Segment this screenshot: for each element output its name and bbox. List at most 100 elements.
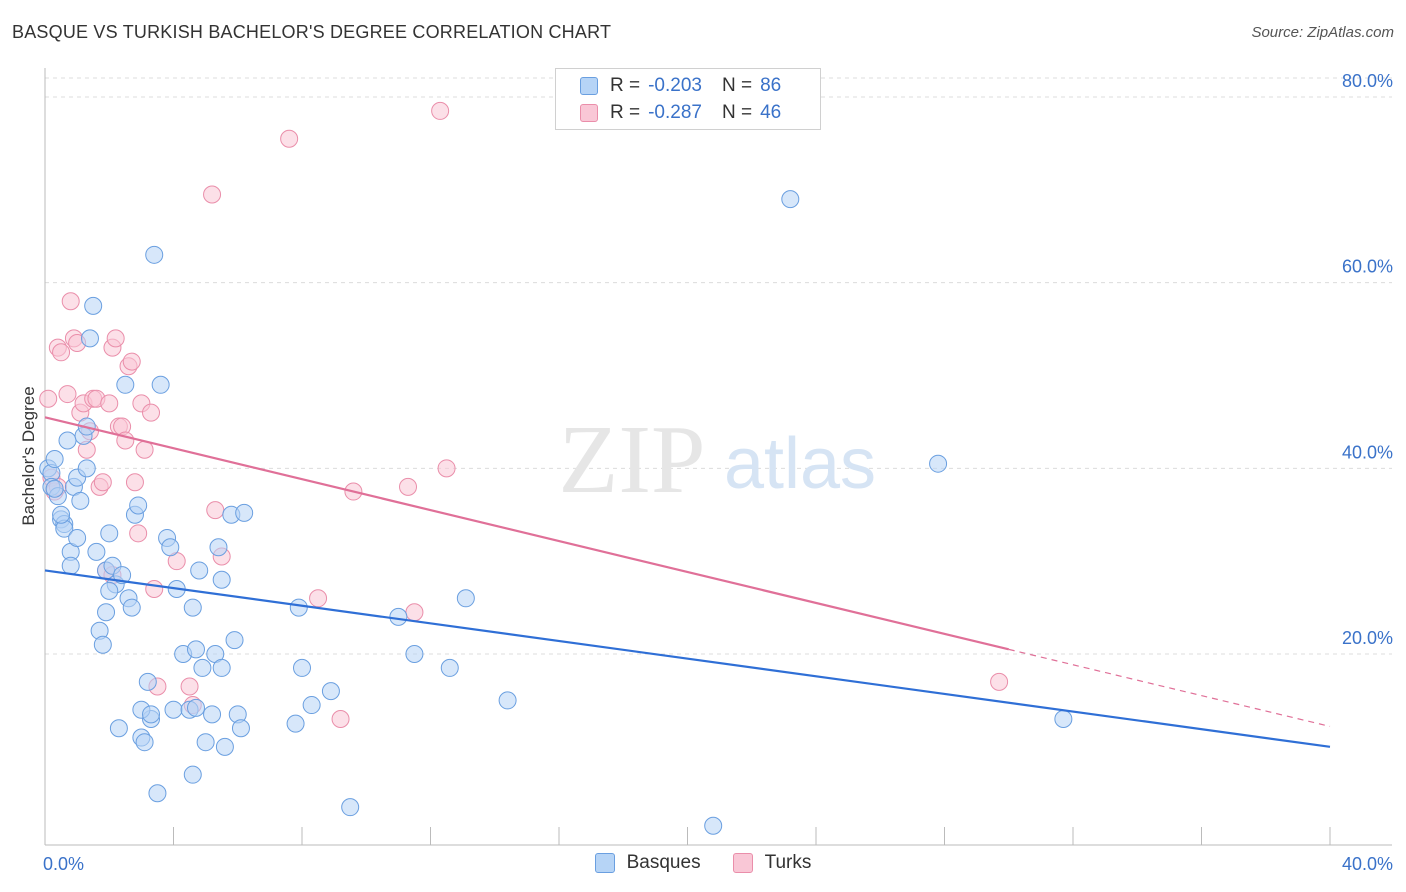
turks-point <box>399 477 418 496</box>
turks-point <box>39 389 58 408</box>
axis-layer: 20.0% 40.0% 60.0% 80.0% 0.0% 40.0% <box>43 68 1393 874</box>
turks-r-label: R = <box>610 102 641 123</box>
bottom-legend: Basques Turks <box>0 852 1406 874</box>
basques-point <box>190 561 209 580</box>
basques-point <box>293 658 311 677</box>
basques-point <box>100 581 119 600</box>
basques-point <box>68 528 87 547</box>
turks-point <box>61 292 80 311</box>
y-tick-label: 40.0% <box>1342 442 1393 462</box>
basques-point <box>135 733 154 752</box>
basques-legend-swatch <box>594 853 615 873</box>
turks-point <box>431 101 450 120</box>
turks-point <box>106 329 125 348</box>
basques-trendline <box>44 569 1331 748</box>
basques-point <box>186 640 205 659</box>
basques-point <box>440 658 459 677</box>
basques-point <box>203 705 222 724</box>
basques-point <box>45 479 64 498</box>
basques-point <box>341 798 360 817</box>
basques-point <box>122 598 141 617</box>
basques-point <box>109 719 128 738</box>
basques-point <box>321 682 340 701</box>
basques-r-value: -0.203 <box>648 75 702 96</box>
x-tick-label: 40.0% <box>1342 854 1393 874</box>
turks-point <box>331 709 350 728</box>
basques-point <box>183 598 202 617</box>
basques-point <box>161 538 180 557</box>
turks-point <box>206 501 225 520</box>
turks-point <box>180 677 199 696</box>
basques-point <box>61 556 80 575</box>
turks-legend-swatch <box>732 853 753 873</box>
basques-point <box>71 491 90 510</box>
turks-swatch <box>580 104 598 122</box>
turks-point <box>437 459 456 478</box>
turks-point <box>129 524 148 543</box>
basques-legend-label: Basques <box>626 852 701 873</box>
turks-points <box>39 101 1009 728</box>
basques-point <box>164 700 183 719</box>
turks-point <box>58 385 77 404</box>
y-tick-label: 80.0% <box>1342 71 1393 91</box>
basques-point <box>389 607 408 626</box>
y-tick-label: 60.0% <box>1342 257 1393 277</box>
basques-point <box>498 691 517 710</box>
basques-point <box>80 329 99 348</box>
basques-n-label: N = <box>721 75 753 96</box>
basques-point <box>84 296 103 315</box>
basques-point <box>235 503 254 522</box>
legend-row-basques: R = -0.203 N = 86 <box>580 74 781 98</box>
basques-point <box>93 635 112 654</box>
y-axis-label: Bachelor's Degree <box>19 386 38 525</box>
basques-point <box>929 454 948 473</box>
turks-r-value: -0.287 <box>648 102 702 123</box>
basques-point <box>87 542 106 561</box>
turks-n-value: 46 <box>760 102 782 123</box>
turks-point <box>990 672 1009 691</box>
basques-point <box>145 245 164 264</box>
basques-point <box>77 459 96 478</box>
basques-point <box>52 505 71 524</box>
trend-lines <box>44 416 1331 748</box>
basques-point <box>186 698 205 717</box>
basques-point <box>212 658 231 677</box>
turks-point <box>93 473 112 492</box>
legend-row-turks: R = -0.287 N = 46 <box>580 101 781 125</box>
basques-point <box>225 631 244 650</box>
bottom-legend-basques[interactable]: Basques <box>594 852 701 874</box>
turks-point <box>122 352 141 371</box>
turks-point <box>142 403 161 422</box>
turks-trendline <box>44 416 1010 651</box>
turks-point <box>309 589 328 608</box>
turks-trendline-extension <box>1008 648 1331 727</box>
legend: R = -0.203 N = 86 R = -0.287 N = 46 <box>555 68 821 130</box>
bottom-legend-turks[interactable]: Turks <box>732 852 812 874</box>
basques-point <box>193 658 212 677</box>
basques-point <box>781 190 800 209</box>
basques-point <box>129 496 148 515</box>
grid-layer <box>45 77 1392 655</box>
basques-point <box>302 696 321 715</box>
basques-swatch <box>580 77 598 95</box>
basques-point <box>58 431 77 450</box>
basques-point <box>212 570 231 589</box>
watermark: ZIP atlas <box>559 406 877 514</box>
turks-n-label: N = <box>721 102 753 123</box>
turks-legend-label: Turks <box>764 852 812 873</box>
basques-r-label: R = <box>610 75 641 96</box>
basques-point <box>97 603 116 622</box>
basques-point <box>142 705 161 724</box>
watermark-zip: ZIP <box>559 406 706 514</box>
basques-points <box>39 190 1073 835</box>
basques-point <box>1054 709 1073 728</box>
watermark-atlas: atlas <box>724 424 876 504</box>
turks-point <box>203 185 222 204</box>
basques-point <box>231 719 250 738</box>
turks-point <box>100 394 119 413</box>
turks-point <box>405 603 424 622</box>
basques-point <box>289 598 308 617</box>
basques-point <box>286 714 305 733</box>
source-note: Source: ZipAtlas.com <box>1251 24 1394 41</box>
